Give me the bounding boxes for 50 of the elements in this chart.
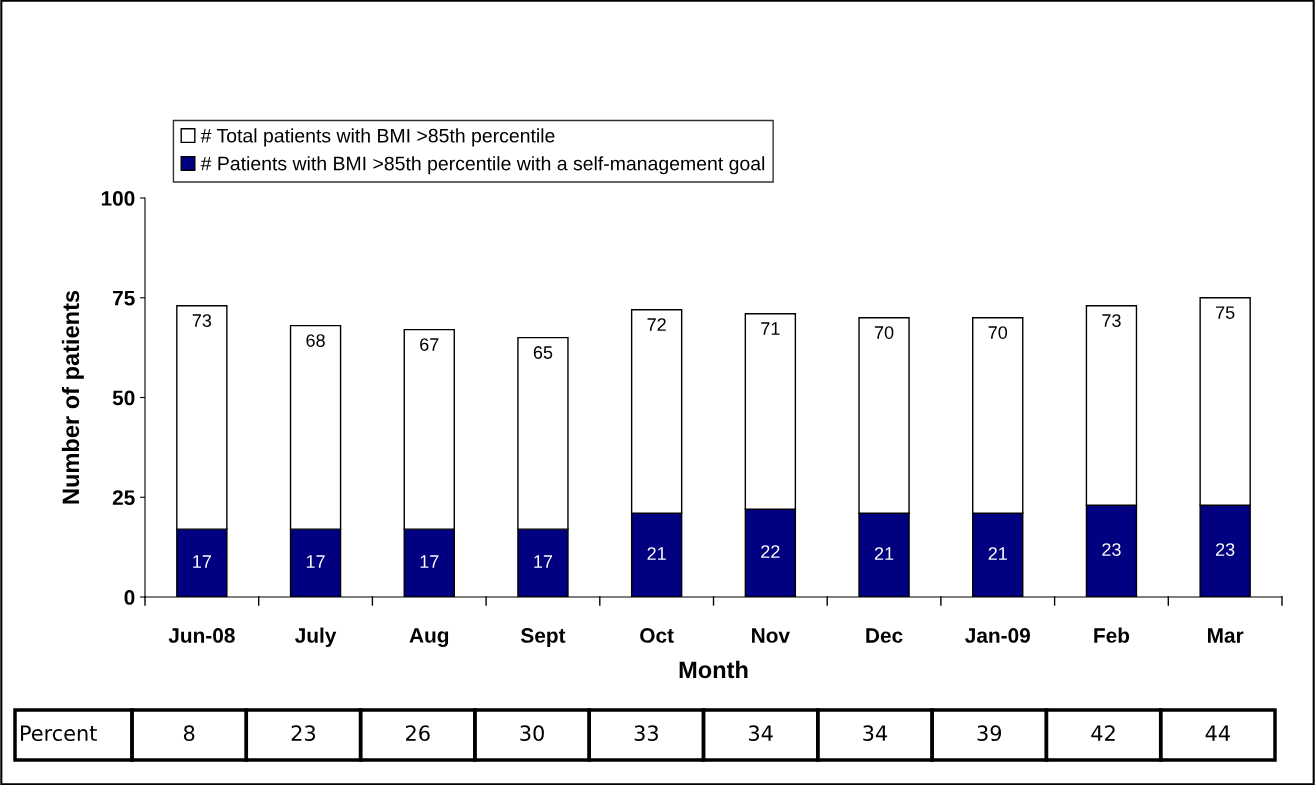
text: 44 bbox=[1205, 725, 1230, 741]
total-label: 73 bbox=[1102, 314, 1121, 327]
data-label: 22 bbox=[761, 545, 780, 558]
text: 33 bbox=[634, 725, 658, 742]
text: 39 bbox=[977, 725, 1002, 742]
total-label: 70 bbox=[988, 326, 1008, 339]
data-label: 23 bbox=[1102, 543, 1121, 556]
total-label: 73 bbox=[192, 314, 212, 327]
y-axis-title: Number of patients bbox=[61, 290, 84, 504]
data-label: 17 bbox=[306, 555, 325, 568]
x-tick-label: Sept bbox=[520, 628, 566, 647]
total-label: 68 bbox=[306, 334, 325, 347]
x-axis-title: Month bbox=[679, 660, 748, 679]
x-tick-label: Dec bbox=[866, 628, 903, 643]
x-tick-label: Mar bbox=[1208, 628, 1244, 643]
data-label: 17 bbox=[534, 555, 553, 568]
data-label: 17 bbox=[420, 555, 439, 568]
text: 26 bbox=[406, 725, 430, 742]
text: 34 bbox=[863, 725, 888, 742]
x-tick-label: Oct bbox=[640, 628, 674, 643]
text: 8 bbox=[183, 725, 195, 742]
total-label: 71 bbox=[761, 322, 780, 335]
data-label: 21 bbox=[647, 547, 666, 560]
text: 42 bbox=[1091, 725, 1115, 741]
total-label: 72 bbox=[647, 318, 666, 331]
x-tick-label: July bbox=[295, 627, 337, 647]
legend-label: # Patients with BMI >85th percentile with a self-management goal bbox=[200, 156, 765, 175]
data-label: 17 bbox=[193, 555, 211, 568]
y-tick-label: 75 bbox=[113, 290, 135, 306]
total-label: 65 bbox=[533, 346, 553, 359]
legend-label: # Total patients with BMI >85th percentile bbox=[200, 128, 555, 147]
data-label: 23 bbox=[1216, 543, 1235, 556]
y-tick-label: 100 bbox=[101, 191, 135, 206]
total-label: 67 bbox=[420, 338, 439, 351]
total-label: 75 bbox=[1216, 306, 1235, 319]
x-tick-label: Nov bbox=[752, 628, 790, 643]
y-tick-label: 50 bbox=[112, 390, 135, 406]
text: 30 bbox=[520, 725, 544, 742]
text: 23 bbox=[291, 725, 316, 742]
x-tick-label: Feb bbox=[1094, 627, 1130, 643]
data-label: 21 bbox=[874, 547, 894, 560]
data-label: 21 bbox=[988, 547, 1007, 560]
total-label: 70 bbox=[874, 326, 894, 339]
text: Percent bbox=[21, 725, 97, 742]
y-tick-label: 25 bbox=[112, 490, 135, 505]
x-tick-label: Jun-08 bbox=[168, 628, 235, 643]
x-tick-label: Aug bbox=[409, 628, 449, 647]
text: 34 bbox=[748, 725, 773, 742]
x-tick-label: Jan-09 bbox=[965, 628, 1030, 643]
y-tick-label: 0 bbox=[124, 590, 135, 605]
